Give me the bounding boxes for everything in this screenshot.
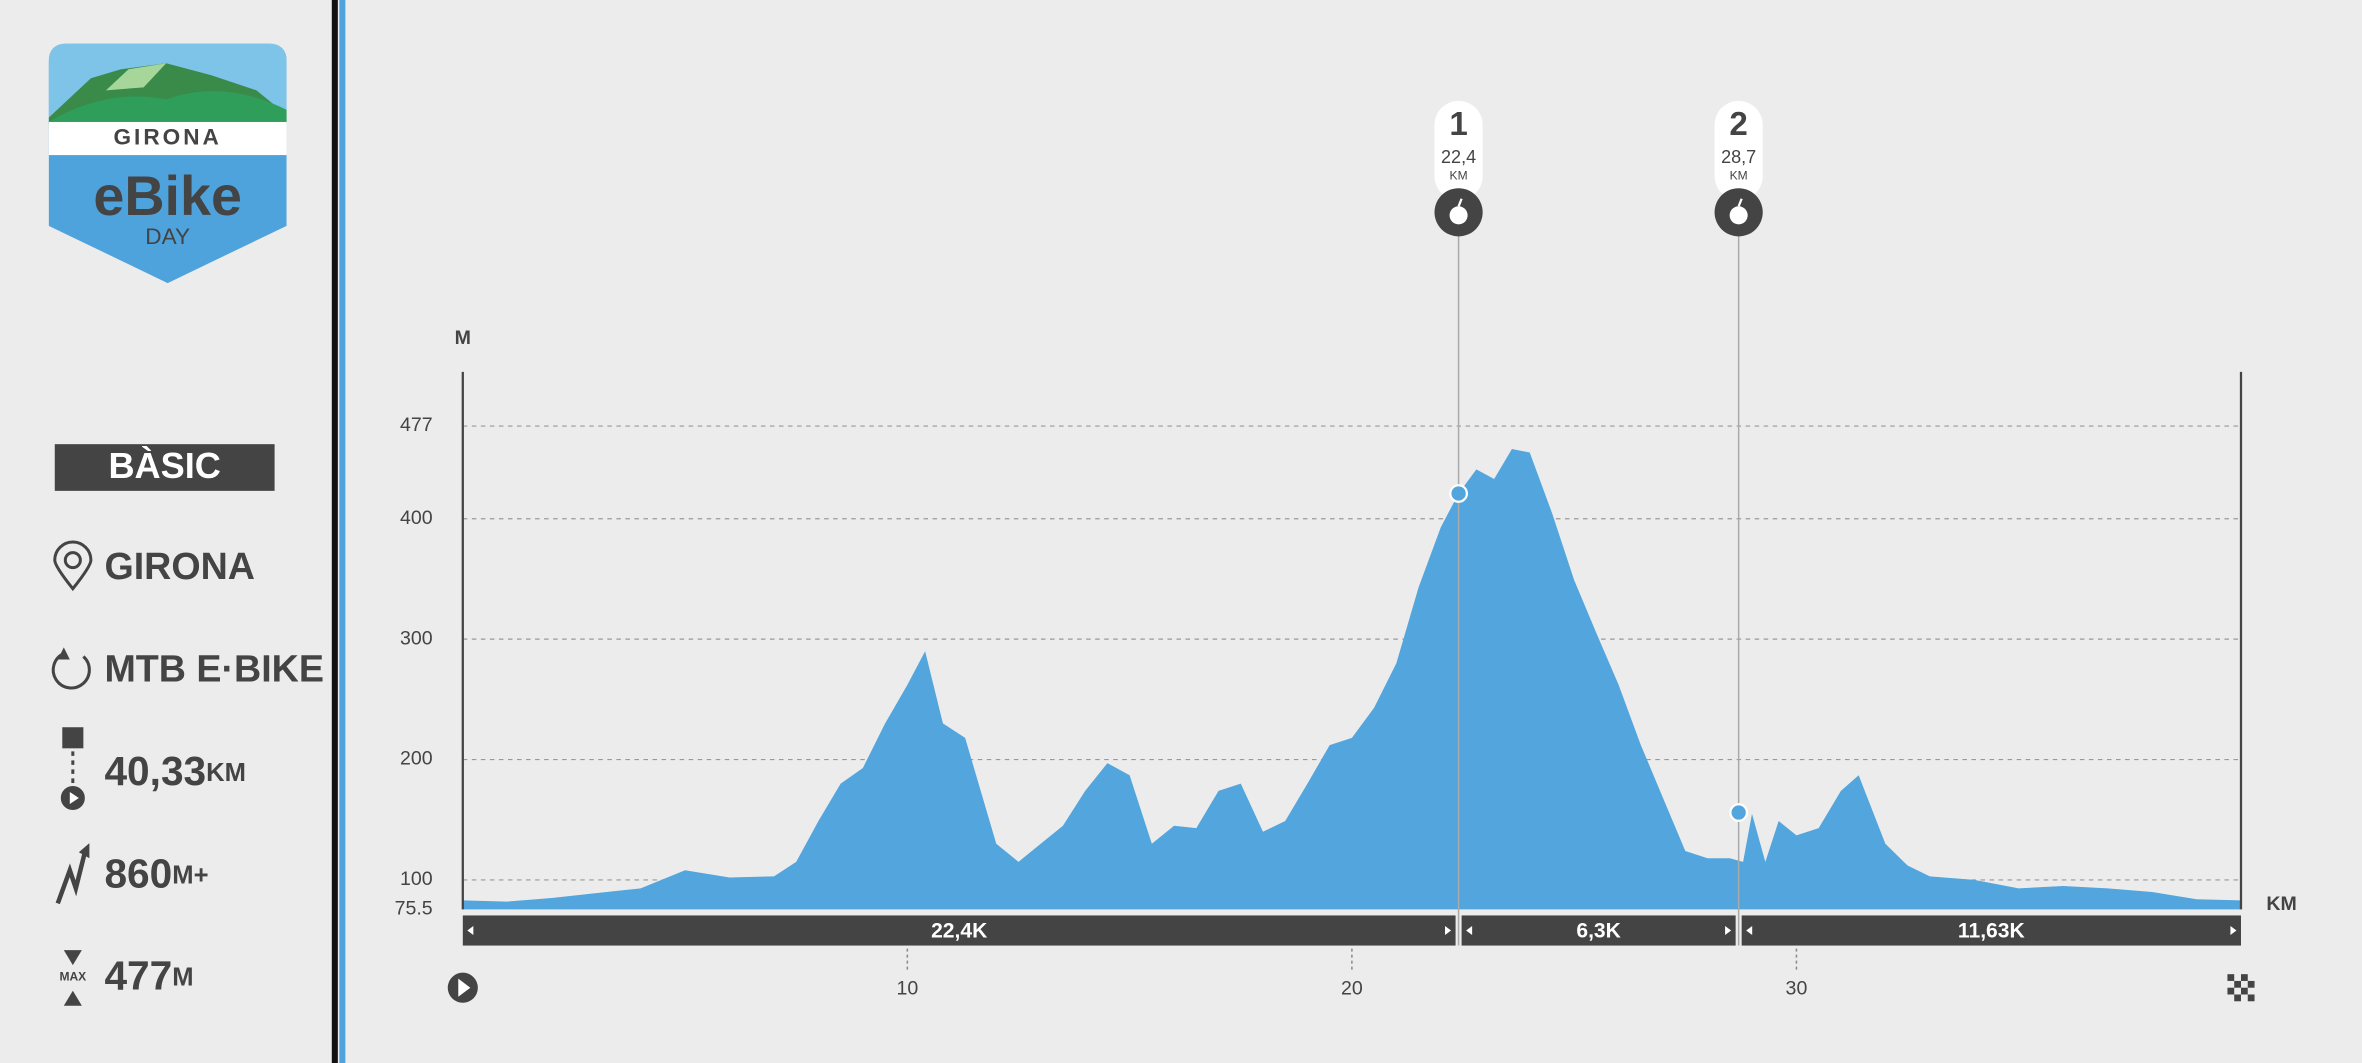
checkpoint-distance: 22,4	[1441, 147, 1476, 167]
segment-arrow	[1746, 925, 1753, 936]
finish-square	[2247, 994, 2255, 1002]
logo: GIRONA eBike DAY	[48, 43, 287, 284]
segment-bar	[462, 915, 1456, 946]
stat: 477M	[104, 952, 193, 998]
elevation-area	[462, 448, 2241, 910]
finish-square	[2240, 987, 2248, 995]
checkpoint-number: 2	[1729, 106, 1747, 143]
y-tick-label: 477	[400, 414, 433, 436]
stat-unit: M	[172, 963, 193, 991]
x-tick-label: 30	[1786, 977, 1808, 999]
logo-main: eBike	[93, 165, 242, 227]
segment-arrow	[1445, 925, 1452, 936]
stats: 40,33KM 860M+ 477M	[104, 748, 245, 999]
y-tick-label: 400	[400, 507, 433, 529]
checkpoint-apple-stem	[1737, 198, 1743, 207]
checkpoint-apple	[1729, 206, 1748, 225]
divider	[331, 0, 338, 1063]
y-tick-label: 200	[400, 748, 433, 770]
stat-value: 40,33	[104, 748, 206, 794]
segment-label: 22,4K	[931, 920, 988, 943]
finish-square	[2234, 994, 2241, 1002]
checkpoint-apple-stem	[1457, 198, 1463, 207]
y-axis-label: M	[455, 327, 471, 349]
checkpoint-unit: KM	[1450, 168, 1468, 182]
checkpoint-point	[1449, 484, 1468, 503]
level: BÀSIC	[108, 445, 220, 486]
chart: 75.5 100 200 300 400 477 M KM 10 20 30 22,4K 6,3K 11,…	[395, 100, 2297, 1003]
stat: 860M+	[104, 850, 208, 896]
stat-value: 860	[104, 850, 172, 896]
x-axis-label: KM	[2266, 893, 2296, 915]
segment-label: 11,63K	[1958, 920, 2026, 943]
y-tick-label: 75.5	[395, 898, 433, 920]
checkpoint-number: 1	[1449, 106, 1467, 143]
max-label: MAX	[59, 969, 86, 983]
stat-unit: KM	[206, 759, 246, 787]
segment-label: 6,3K	[1576, 920, 1621, 943]
location-icon-dot	[63, 551, 82, 570]
finish-square	[2227, 987, 2235, 995]
segment-arrow	[1466, 925, 1473, 936]
start-icon-play	[458, 978, 471, 997]
checkpoint-pin	[1434, 100, 1483, 201]
checkpoint-apple	[1449, 206, 1468, 225]
logo-top: GIRONA	[113, 124, 221, 149]
x-tick-label: 20	[1341, 977, 1363, 999]
checkpoint-distance: 28,7	[1721, 147, 1756, 167]
climb-icon	[55, 851, 88, 905]
loop-icon-arrow	[57, 647, 70, 660]
segment-bar	[1461, 915, 1736, 946]
finish-icon	[62, 727, 84, 749]
checkpoint-point	[1729, 803, 1749, 822]
segment-arrow	[2230, 925, 2237, 936]
loop-icon	[51, 652, 91, 690]
finish-square	[2227, 974, 2235, 981]
finish-icon	[2227, 974, 2255, 1002]
segment-arrow	[467, 925, 474, 936]
stat-value: 477	[104, 952, 172, 998]
segment-arrow	[1725, 925, 1732, 936]
max-icon-down	[63, 950, 82, 966]
divider-accent	[339, 0, 346, 1063]
location: GIRONA	[104, 545, 255, 587]
y-tick-label: 300	[400, 627, 433, 649]
y-tick-label: 100	[400, 868, 433, 890]
start-icon-play	[69, 791, 79, 805]
x-tick-label: 10	[896, 977, 918, 999]
stat: 40,33KM	[104, 748, 245, 794]
checkpoint-unit: KM	[1730, 168, 1748, 182]
finish-square	[2240, 974, 2248, 981]
max-icon-up	[63, 990, 82, 1006]
checkpoint-pin	[1714, 100, 1763, 201]
stat-unit: M+	[172, 861, 208, 889]
level-box	[54, 444, 275, 491]
discipline: MTB E·BIKE	[104, 647, 323, 689]
climb-icon-arrow	[78, 843, 90, 859]
segment-bar	[1741, 915, 2241, 946]
logo-sub: DAY	[145, 224, 190, 249]
finish-square	[2234, 980, 2241, 988]
finish-square	[2247, 980, 2255, 988]
location-icon	[53, 540, 93, 592]
